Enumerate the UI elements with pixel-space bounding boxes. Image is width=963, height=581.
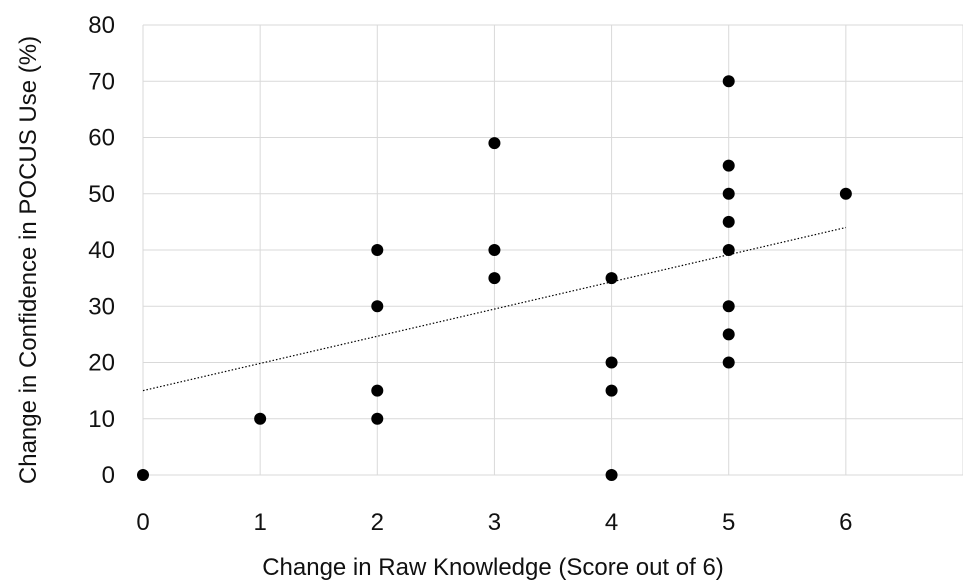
data-point	[371, 244, 384, 256]
data-point	[605, 356, 618, 369]
grid-lines	[142, 24, 963, 476]
data-point	[371, 412, 384, 425]
x-tick-label: 4	[605, 509, 618, 536]
data-point	[605, 469, 618, 481]
x-tick-label: 3	[488, 509, 501, 536]
y-axis-title: Change in Confidence in POCUS Use (%)	[15, 36, 42, 484]
data-point	[488, 244, 501, 256]
x-tick-label: 6	[839, 509, 852, 536]
y-tick-label: 70	[88, 68, 115, 95]
x-axis-title: Change in Raw Knowledge (Score out of 6)	[262, 554, 724, 581]
y-tick-label: 10	[88, 406, 115, 433]
y-tick-label: 50	[88, 181, 115, 208]
x-tick-label: 0	[136, 509, 149, 536]
data-point	[254, 412, 267, 425]
data-point	[605, 272, 618, 285]
data-point	[839, 187, 852, 200]
data-point	[722, 244, 735, 256]
data-points	[137, 75, 852, 481]
data-point	[722, 328, 735, 341]
x-tick-label: 5	[722, 509, 735, 536]
data-point	[137, 469, 149, 481]
y-tick-label: 80	[88, 12, 115, 39]
tick-labels: 0 10 20 30 40 50 60 70 80 0 1 2 3 4 5 6	[88, 12, 852, 536]
data-point	[605, 384, 618, 397]
data-point	[488, 137, 501, 150]
x-tick-label: 1	[253, 509, 266, 536]
y-tick-label: 60	[88, 125, 115, 152]
y-tick-label: 0	[102, 462, 115, 489]
data-point	[722, 187, 735, 200]
y-tick-label: 40	[88, 237, 115, 264]
data-point	[722, 356, 735, 369]
y-tick-label: 30	[88, 293, 115, 320]
data-point	[722, 75, 735, 88]
trendline	[142, 226, 846, 392]
data-point	[722, 300, 735, 313]
data-point	[488, 272, 501, 285]
data-point	[371, 384, 384, 397]
data-point	[722, 215, 735, 228]
data-point	[722, 159, 735, 172]
y-tick-label: 20	[88, 350, 115, 377]
data-point	[371, 300, 384, 313]
x-tick-label: 2	[371, 509, 384, 536]
trendline-group	[142, 226, 846, 392]
